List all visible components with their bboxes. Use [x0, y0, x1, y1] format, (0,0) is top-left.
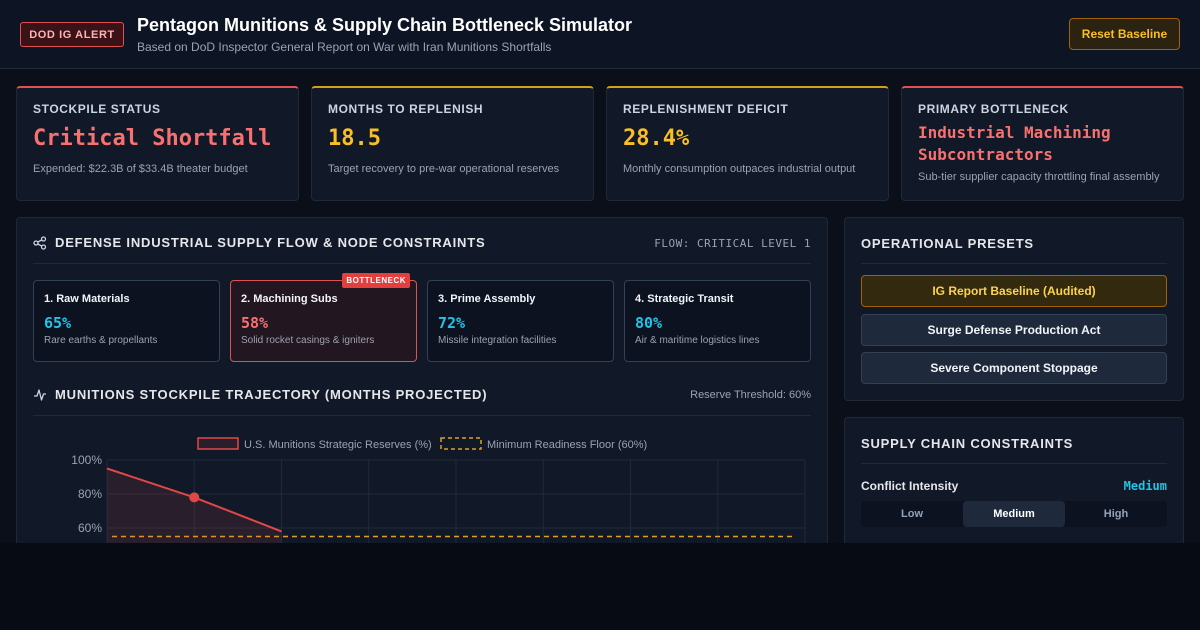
- kpi-label: Replenishment Deficit: [623, 102, 789, 116]
- reserves-point[interactable]: [189, 492, 200, 503]
- node-strategic-transit[interactable]: 4. Strategic Transit 80% Air & maritime …: [624, 280, 811, 362]
- intensity-option-low[interactable]: Low: [901, 508, 923, 520]
- trajectory-section-title: MUNITIONS STOCKPILE TRAJECTORY (MONTHS P…: [55, 387, 488, 402]
- flow-status: FLOW: CRITICAL LEVEL 1: [654, 237, 811, 250]
- kpi-months-to-replenish: Months to Replenish 18.5 Target recovery…: [311, 86, 594, 201]
- node-value: 58%: [241, 314, 269, 332]
- activity-pulse-icon: [34, 389, 46, 401]
- supply-flow-panel: DEFENSE INDUSTRIAL SUPPLY FLOW & NODE CO…: [16, 217, 828, 543]
- constraints-header: SUPPLY CHAIN CONSTRAINTS: [861, 418, 1167, 464]
- y-tick-label: 100%: [71, 453, 102, 467]
- y-tick-label: 60%: [78, 521, 102, 535]
- reset-baseline-button[interactable]: Reset Baseline: [1069, 18, 1180, 50]
- node-prime-assembly[interactable]: 3. Prime Assembly 72% Missile integratio…: [427, 280, 614, 362]
- node-value: 80%: [635, 314, 663, 332]
- node-desc: Air & maritime logistics lines: [635, 335, 760, 346]
- node-machining-subs[interactable]: BOTTLENECK 2. Machining Subs 58% Solid r…: [230, 273, 417, 362]
- node-value: 65%: [44, 314, 72, 332]
- legend-swatch-reserves: [197, 437, 239, 450]
- kpi-replenishment-deficit: Replenishment Deficit 28.4% Monthly cons…: [606, 86, 889, 201]
- reserves-area: [107, 468, 282, 543]
- operational-presets-panel: OPERATIONAL PRESETS IG Report Baseline (…: [844, 217, 1184, 401]
- share-nodes-icon: [33, 236, 47, 250]
- conflict-intensity-selector: Low Medium High: [861, 501, 1167, 527]
- conflict-intensity-label: Conflict Intensity: [861, 479, 959, 493]
- kpi-desc: Monthly consumption outpaces industrial …: [623, 163, 856, 175]
- preset-component-stoppage-button[interactable]: Severe Component Stoppage: [861, 352, 1167, 384]
- kpi-desc: Expended: $22.3B of $33.4B theater budge…: [33, 163, 248, 175]
- node-title: 4. Strategic Transit: [635, 293, 734, 305]
- node-value: 72%: [438, 314, 466, 332]
- kpi-stockpile-status: Stockpile Status Critical Shortfall Expe…: [16, 86, 299, 201]
- kpi-label: Primary Bottleneck: [918, 102, 1069, 116]
- kpi-desc: Target recovery to pre-war operational r…: [328, 163, 560, 175]
- kpi-value: Critical Shortfall: [33, 126, 272, 151]
- presets-title: OPERATIONAL PRESETS: [861, 236, 1034, 251]
- presets-header: OPERATIONAL PRESETS: [861, 218, 1167, 264]
- kpi-value: 18.5: [328, 126, 381, 151]
- kpi-desc: Sub-tier supplier capacity throttling fi…: [918, 171, 1160, 183]
- node-desc: Solid rocket casings & igniters: [241, 335, 375, 346]
- kpi-label: Stockpile Status: [33, 102, 161, 116]
- alert-badge: DOD IG ALERT: [20, 22, 124, 47]
- app-viewport: DOD IG ALERT Pentagon Munitions & Supply…: [0, 0, 1200, 543]
- supply-chain-constraints-panel: SUPPLY CHAIN CONSTRAINTS Conflict Intens…: [844, 417, 1184, 543]
- y-tick-label: 80%: [78, 487, 102, 501]
- page-title: Pentagon Munitions & Supply Chain Bottle…: [137, 15, 633, 35]
- legend-swatch-readiness-floor: [440, 437, 482, 450]
- constraints-title: SUPPLY CHAIN CONSTRAINTS: [861, 436, 1074, 451]
- flow-section-header: DEFENSE INDUSTRIAL SUPPLY FLOW & NODE CO…: [33, 218, 811, 264]
- legend-label-reserves: U.S. Munitions Strategic Reserves (%): [244, 439, 432, 451]
- kpi-primary-bottleneck: Primary Bottleneck Industrial Machining …: [901, 86, 1184, 201]
- kpi-value: 28.4%: [623, 126, 690, 151]
- bottleneck-badge: BOTTLENECK: [342, 273, 410, 288]
- node-title: 1. Raw Materials: [44, 293, 130, 305]
- trajectory-section-header: MUNITIONS STOCKPILE TRAJECTORY (MONTHS P…: [33, 370, 811, 416]
- intensity-option-high[interactable]: High: [1103, 508, 1129, 520]
- conflict-intensity-value: Medium: [1123, 479, 1167, 493]
- node-desc: Rare earths & propellants: [44, 335, 158, 346]
- intensity-option-medium[interactable]: Medium: [963, 501, 1065, 527]
- node-title: 3. Prime Assembly: [438, 293, 536, 305]
- legend-label-readiness-floor: Minimum Readiness Floor (60%): [487, 439, 647, 451]
- node-desc: Missile integration facilities: [438, 335, 557, 346]
- page-subtitle: Based on DoD Inspector General Report on…: [137, 40, 552, 54]
- app-header: DOD IG ALERT Pentagon Munitions & Supply…: [0, 0, 1200, 69]
- node-raw-materials[interactable]: 1. Raw Materials 65% Rare earths & prope…: [33, 280, 220, 362]
- reserve-threshold-label: Reserve Threshold: 60%: [690, 389, 811, 401]
- stockpile-trajectory-chart: U.S. Munitions Strategic Reserves (%) Min…: [71, 437, 806, 543]
- node-title: 2. Machining Subs: [241, 293, 338, 305]
- kpi-label: Months to Replenish: [328, 102, 484, 116]
- preset-ig-baseline-button[interactable]: IG Report Baseline (Audited): [861, 275, 1167, 307]
- preset-surge-production-button[interactable]: Surge Defense Production Act: [861, 314, 1167, 346]
- flow-section-title: DEFENSE INDUSTRIAL SUPPLY FLOW & NODE CO…: [55, 235, 486, 250]
- kpi-value: Industrial Machining Subcontractors: [918, 123, 1111, 164]
